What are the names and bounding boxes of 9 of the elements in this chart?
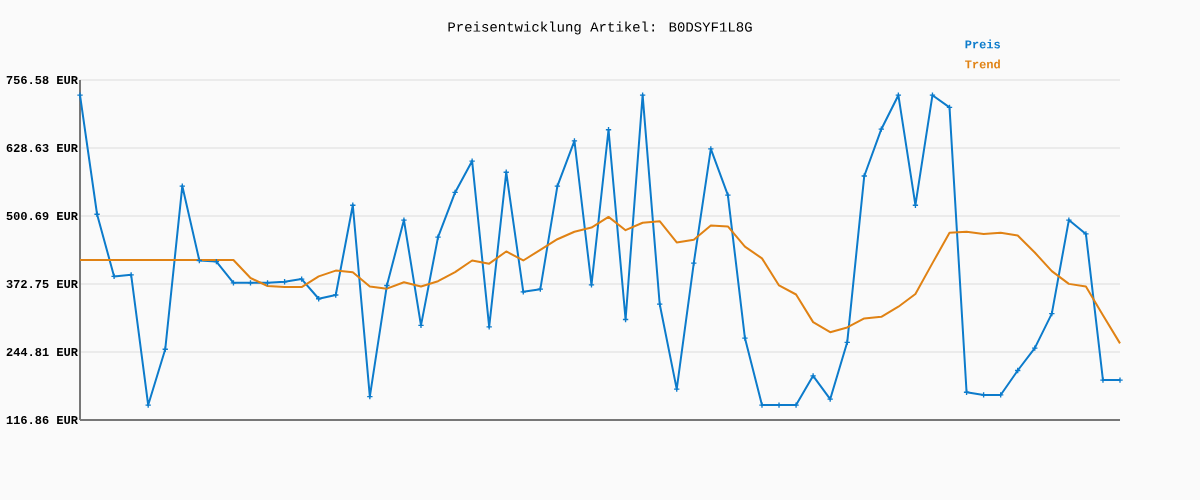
y-tick-label: 244.81 EUR [6,347,78,357]
y-tick-label: 756.58 EUR [6,75,78,85]
y-tick-label: 116.86 EUR [6,415,78,425]
text: Trend [965,59,1000,69]
text: Preis [965,39,1000,49]
y-tick-label: 372.75 EUR [6,279,78,289]
y-tick-label: 500.69 EUR [6,211,78,221]
y-tick-label: 628.63 EUR [6,143,78,153]
chart-title: Preisentwicklung Artikel: B0DSYF1L8G [448,21,752,35]
